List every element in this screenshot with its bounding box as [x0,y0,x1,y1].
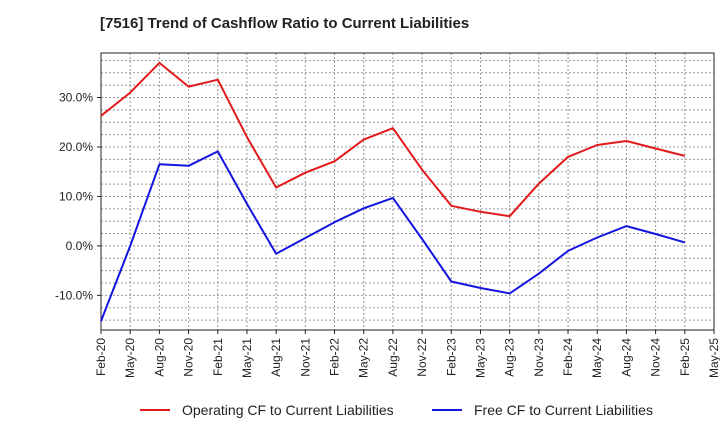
x-tick-label: Nov-24 [649,338,663,377]
x-tick-label: May-24 [590,338,604,378]
x-tick-label: Aug-24 [619,338,633,377]
x-tick-label: Feb-22 [328,338,342,376]
legend-item-free-cf: Free CF to Current Liabilities [432,402,653,418]
x-tick-label: Feb-25 [678,338,692,376]
legend-item-operating-cf: Operating CF to Current Liabilities [140,402,394,418]
x-tick-label: Feb-21 [211,338,225,376]
y-tick-label: 0.0% [66,239,94,253]
y-tick-label: -10.0% [55,288,93,302]
legend-label: Free CF to Current Liabilities [474,402,653,418]
plot-frame [100,52,715,331]
series-line-operating-cf [100,61,686,218]
legend-label: Operating CF to Current Liabilities [182,402,394,418]
legend-swatch [140,409,170,411]
x-tick-label: May-23 [473,338,487,378]
x-tick-label: Nov-23 [532,338,546,377]
x-tick-label: Feb-23 [444,338,458,376]
x-tick-label: Nov-20 [182,338,196,377]
x-tick-label: Aug-20 [152,338,166,377]
x-tick-label: Aug-21 [269,338,283,377]
legend: Operating CF to Current Liabilities Free… [0,402,720,426]
y-tick-label: 10.0% [59,189,93,203]
y-tick-label: 30.0% [59,91,93,105]
x-tick-label: Aug-22 [386,338,400,377]
chart-title: [7516] Trend of Cashflow Ratio to Curren… [100,15,470,32]
y-tick-label: 20.0% [59,140,93,154]
x-tick-label: Nov-21 [298,338,312,377]
x-tick-label: Feb-24 [561,338,575,376]
series-line-free-cf [100,150,686,322]
legend-swatch [432,409,462,411]
x-tick-label: May-25 [707,338,720,378]
x-tick-label: Feb-20 [94,338,108,376]
x-tick-label: Nov-22 [415,338,429,377]
x-tick-label: Aug-23 [503,338,517,377]
x-tick-label: May-20 [123,338,137,378]
x-tick-label: May-22 [357,338,371,378]
x-tick-label: May-21 [240,338,254,378]
